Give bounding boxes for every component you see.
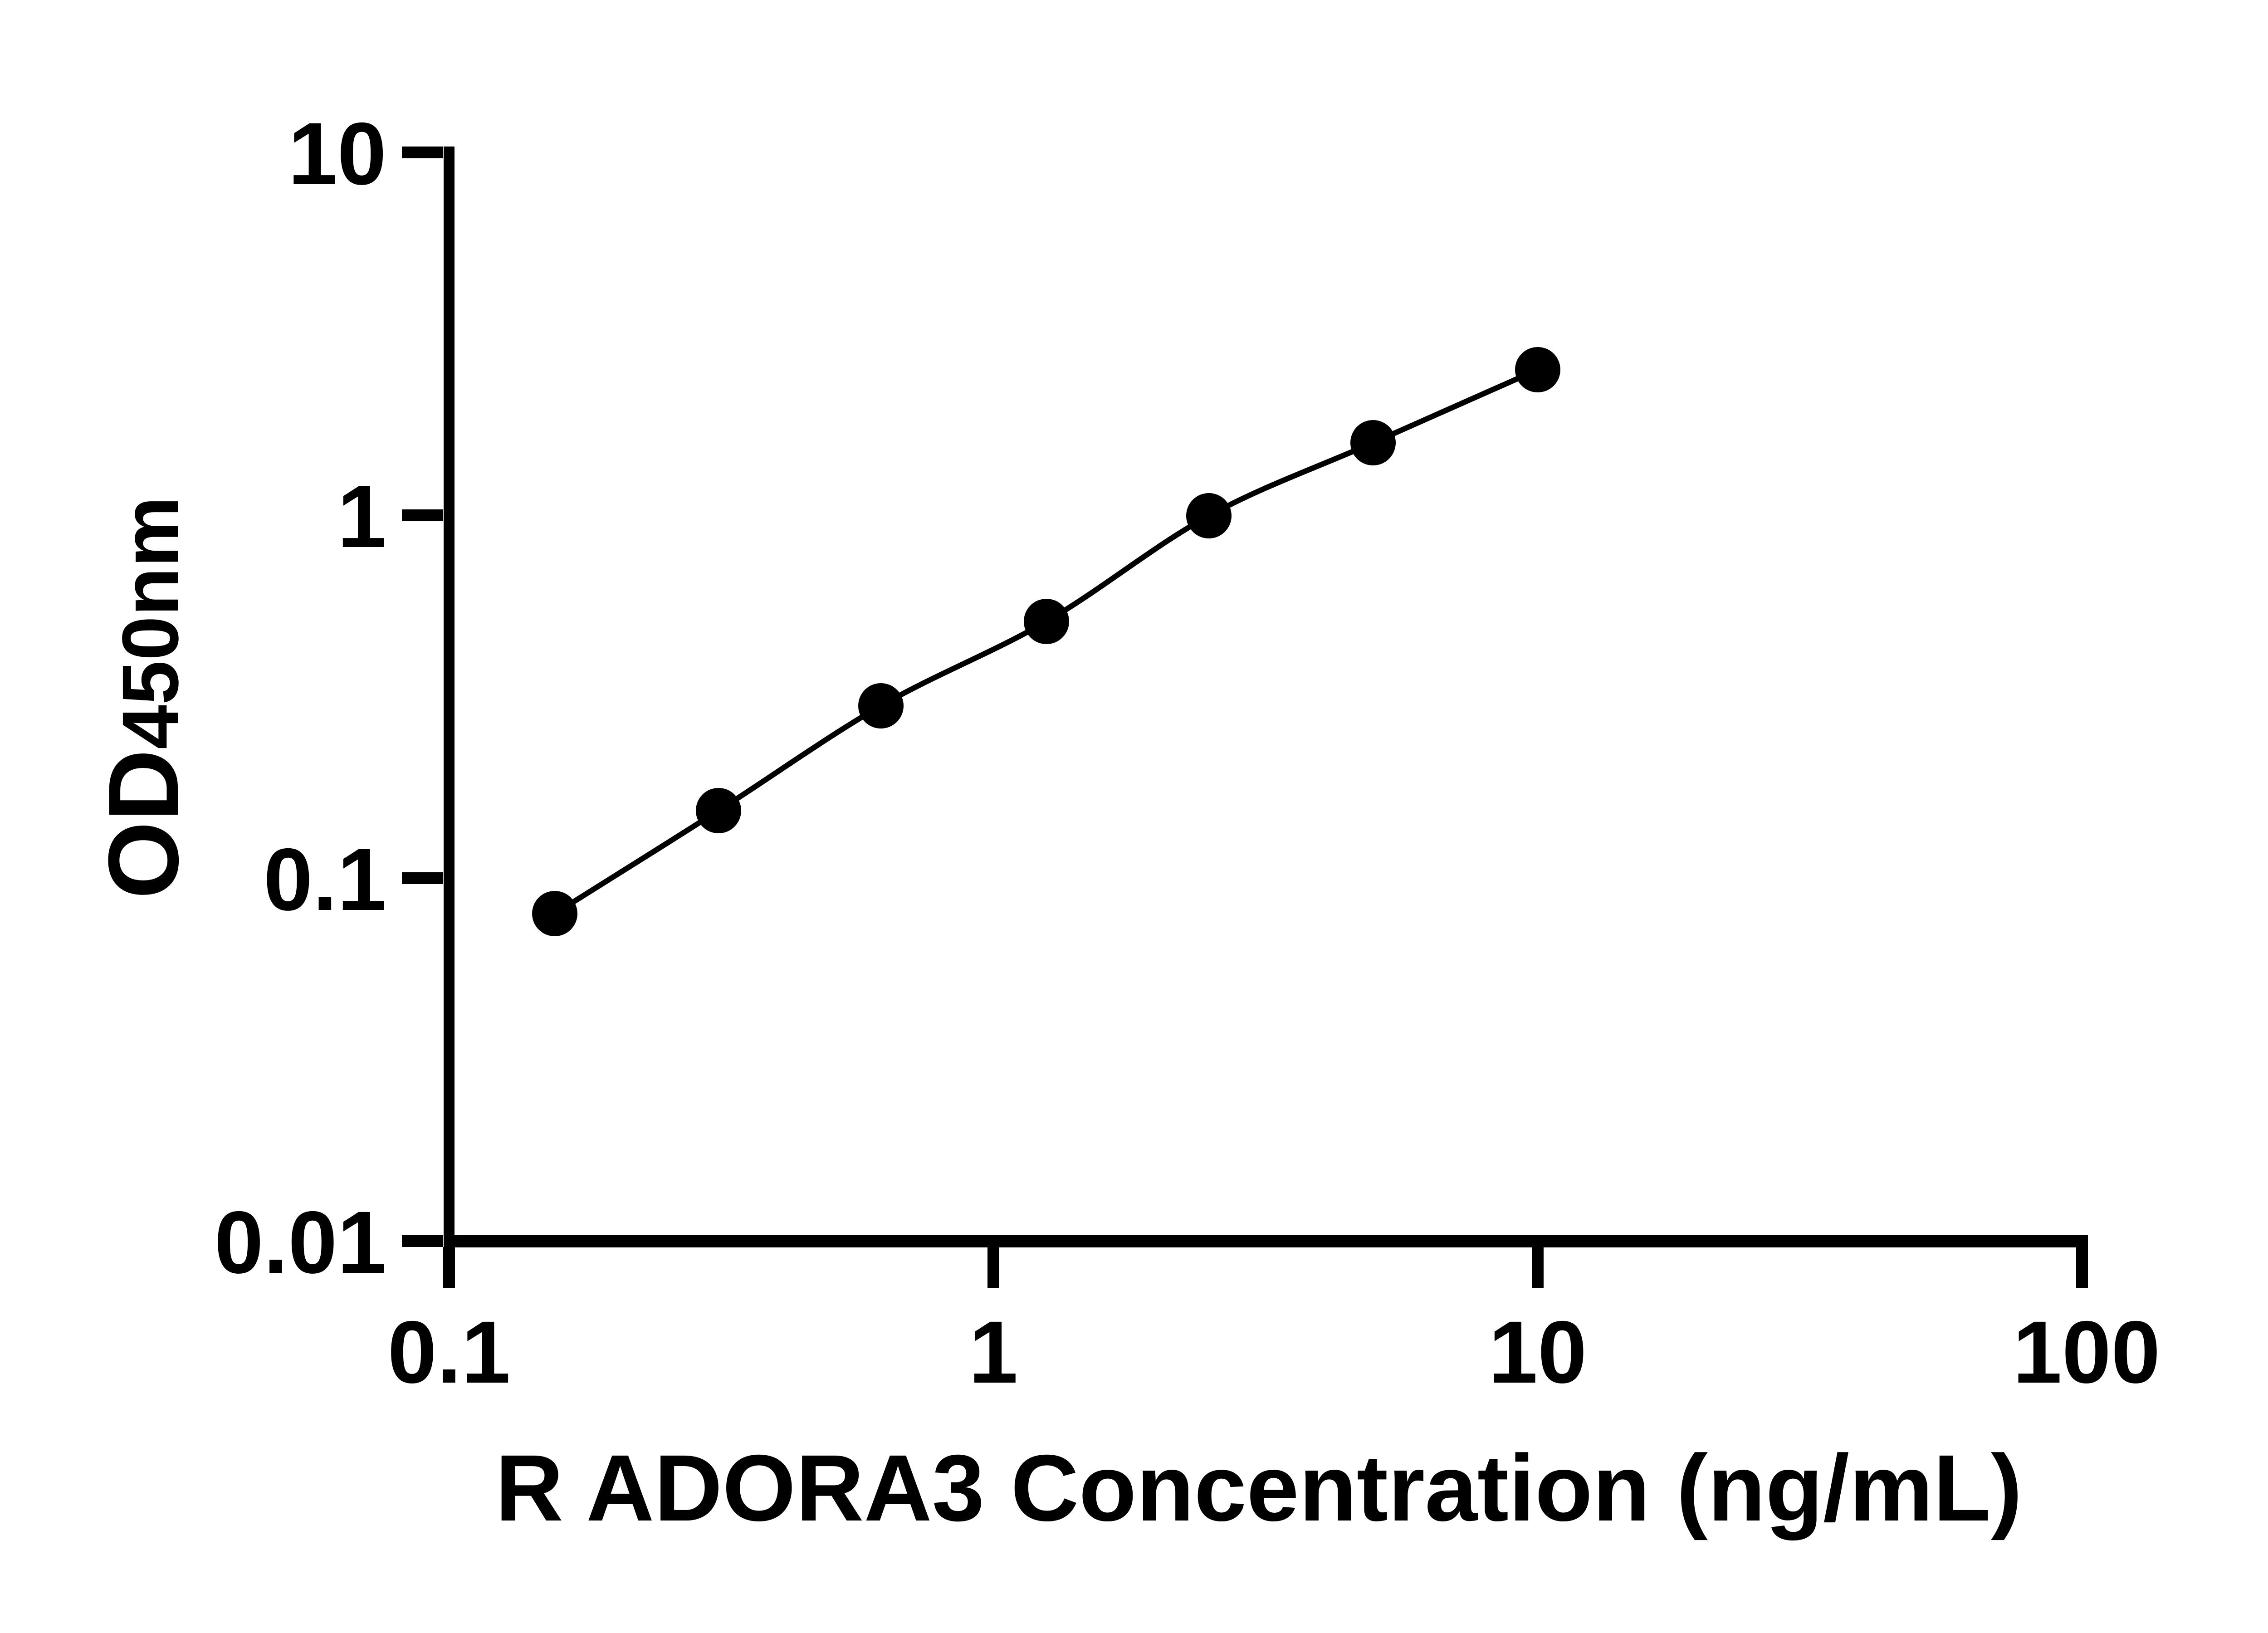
svg-text:OD450nm: OD450nm — [88, 496, 199, 899]
svg-text:10: 10 — [1489, 1303, 1587, 1402]
svg-text:0.1: 0.1 — [387, 1303, 510, 1402]
svg-text:0.01: 0.01 — [214, 1193, 386, 1292]
svg-text:0.1: 0.1 — [264, 830, 386, 929]
svg-text:1: 1 — [337, 467, 386, 566]
svg-text:10: 10 — [288, 104, 386, 203]
svg-text:100: 100 — [2013, 1303, 2160, 1402]
svg-text:R ADORA3 Concentration (ng/mL): R ADORA3 Concentration (ng/mL) — [495, 1436, 2022, 1541]
svg-text:1: 1 — [969, 1303, 1018, 1402]
